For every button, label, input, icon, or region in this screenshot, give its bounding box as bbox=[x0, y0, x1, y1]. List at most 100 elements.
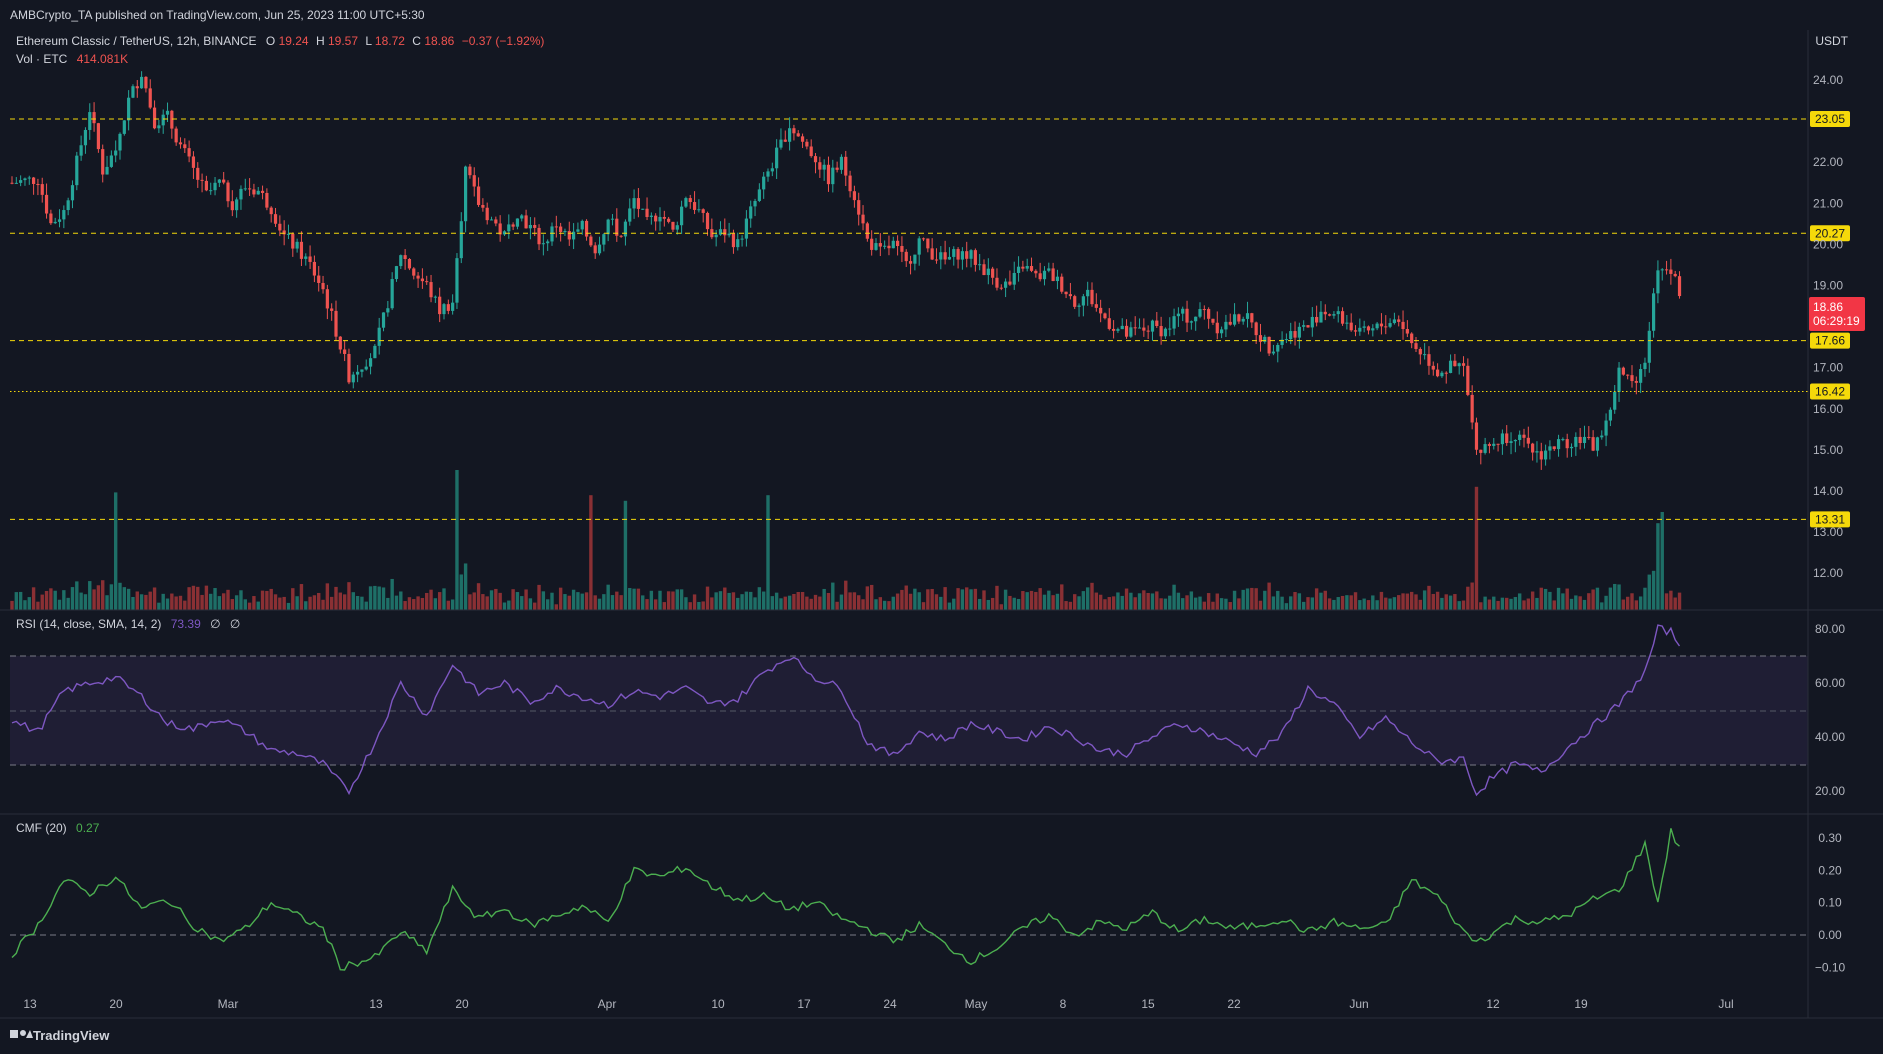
level-badge-label: 13.31 bbox=[1815, 512, 1845, 526]
candle-body bbox=[1189, 321, 1193, 323]
candle-body bbox=[1323, 311, 1327, 315]
volume-bar bbox=[425, 592, 429, 610]
volume-bar bbox=[610, 595, 615, 610]
volume-bar bbox=[995, 585, 999, 610]
volume-bar bbox=[1284, 603, 1289, 610]
volume-bar bbox=[753, 597, 757, 610]
candle-body bbox=[528, 224, 532, 229]
candle-body bbox=[88, 112, 92, 130]
volume-bar bbox=[515, 592, 520, 610]
volume-bar bbox=[787, 595, 792, 610]
cmf-pane[interactable]: CMF (20) 0.27 0.30 0.20 0.10 0.00 −0.10 bbox=[10, 821, 1846, 974]
candle-body bbox=[1531, 443, 1535, 453]
candle-body bbox=[459, 221, 463, 259]
tradingview-logo[interactable]: TradingView bbox=[10, 1028, 110, 1043]
candle-body bbox=[779, 139, 783, 148]
volume-bar bbox=[537, 584, 541, 610]
candle-body bbox=[1155, 320, 1159, 327]
volume-bar bbox=[1068, 601, 1073, 610]
candle-body bbox=[209, 190, 213, 192]
volume-bar bbox=[1634, 600, 1639, 610]
candle-body bbox=[299, 241, 304, 259]
candle-body bbox=[157, 125, 161, 129]
candle-body bbox=[982, 264, 986, 276]
volume-bar bbox=[399, 591, 403, 610]
volume-bar bbox=[1254, 588, 1258, 610]
price-pane[interactable]: 23.05 20.27 17.66 16.42 13.31 24.00 22.00 21.0… bbox=[10, 71, 1850, 610]
candle-body bbox=[1630, 375, 1634, 382]
candle-body bbox=[1060, 276, 1064, 292]
volume-bar bbox=[463, 563, 468, 610]
candle-body bbox=[498, 223, 502, 235]
candle-body bbox=[723, 229, 727, 236]
candle-body bbox=[572, 231, 576, 240]
volume-bar bbox=[1142, 590, 1146, 610]
volume-bar bbox=[27, 597, 31, 610]
candle-body bbox=[1526, 437, 1530, 444]
candle-body bbox=[325, 289, 329, 309]
volume-bar bbox=[865, 586, 870, 610]
candle-body bbox=[114, 150, 118, 156]
candle-body bbox=[792, 128, 796, 134]
candle-body bbox=[92, 112, 96, 124]
candle-body bbox=[360, 369, 364, 372]
candle-body bbox=[161, 114, 165, 126]
candle-body bbox=[204, 180, 208, 191]
volume-bar bbox=[481, 594, 485, 610]
candle-body bbox=[822, 164, 826, 170]
volume-bar bbox=[312, 595, 317, 610]
volume-bar bbox=[779, 598, 783, 610]
candle-body bbox=[1505, 433, 1509, 443]
volume-bar bbox=[1060, 584, 1064, 610]
volume-bar bbox=[347, 582, 351, 610]
volume-bar bbox=[757, 587, 762, 610]
candle-body bbox=[468, 166, 472, 176]
candle-body bbox=[1012, 272, 1016, 285]
volume-bar bbox=[1047, 590, 1051, 610]
candle-body bbox=[351, 374, 355, 383]
volume-bar bbox=[697, 601, 701, 610]
candle-body bbox=[1410, 333, 1414, 344]
volume-bar bbox=[1206, 593, 1211, 610]
volume-bar bbox=[857, 595, 861, 610]
volume-bar bbox=[684, 597, 688, 610]
price-tick-label: 16.00 bbox=[1813, 402, 1843, 416]
volume-bar bbox=[956, 588, 960, 610]
candle-body bbox=[1544, 450, 1548, 460]
symbol-legend[interactable]: Ethereum Classic / TetherUS, 12h, BINANC… bbox=[16, 34, 544, 66]
candle-body bbox=[753, 200, 757, 207]
high-value: 19.57 bbox=[328, 34, 358, 48]
candle-body bbox=[857, 200, 861, 215]
candle-body bbox=[1556, 439, 1561, 450]
time-axis[interactable]: 13 20 Mar 13 20 Apr 10 17 24 May 8 15 22 Jun 12 19 Jul bbox=[23, 997, 1733, 1011]
candle-body bbox=[718, 229, 723, 235]
volume-bar bbox=[1453, 594, 1457, 610]
candle-body bbox=[541, 243, 545, 245]
price-tick-label: 24.00 bbox=[1813, 73, 1843, 87]
candle-body bbox=[1224, 321, 1228, 330]
volume-bar bbox=[861, 599, 865, 610]
volume-bar bbox=[416, 596, 420, 610]
volume-bar bbox=[183, 600, 187, 610]
rsi-pane[interactable]: RSI (14, close, SMA, 14, 2) 73.39 ∅ ∅ 80… bbox=[10, 617, 1845, 798]
volume-bar bbox=[364, 601, 368, 610]
volume-bar bbox=[1366, 600, 1371, 610]
volume-bar bbox=[550, 592, 554, 610]
volume-bar bbox=[342, 594, 347, 610]
volume-bar bbox=[239, 590, 243, 610]
volume-bars bbox=[10, 470, 1682, 610]
volume-bar bbox=[1548, 591, 1552, 610]
volume-bar bbox=[221, 593, 226, 610]
candle-body bbox=[338, 336, 342, 350]
candle-body bbox=[865, 223, 869, 239]
volume-bar bbox=[1146, 592, 1150, 610]
volume-bar bbox=[584, 592, 589, 610]
candle-body bbox=[1660, 269, 1664, 271]
candle-body bbox=[1021, 266, 1025, 269]
candle-body bbox=[101, 149, 105, 175]
volume-bar bbox=[1116, 592, 1120, 610]
volume-bar bbox=[485, 596, 489, 610]
candle-body bbox=[196, 167, 200, 180]
candle-body bbox=[1276, 344, 1280, 352]
volume-bar bbox=[977, 598, 982, 610]
